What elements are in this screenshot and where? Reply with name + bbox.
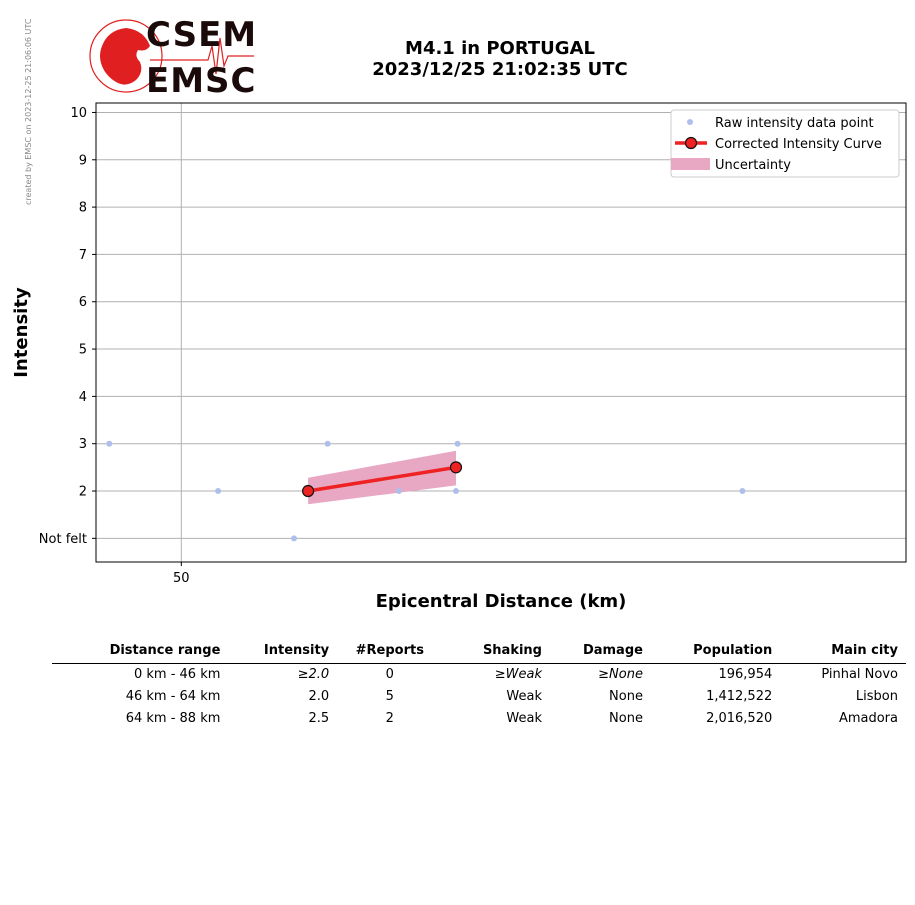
y-tick-label: 8: [79, 201, 87, 216]
legend-raw-marker: [687, 119, 693, 125]
corrected-curve-line: [307, 465, 457, 493]
table-row: 64 km - 88 km 2.5 2 Weak None 2,016,520 …: [52, 708, 906, 730]
chart-title: M4.1 in PORTUGAL 2023/12/25 21:02:35 UTC: [300, 38, 700, 80]
raw-data-point: [324, 440, 331, 447]
intensity-chart: Not felt 2 3 4 5 6 7 8 9 10 50 Epicentral Distance …: [11, 102, 907, 612]
y-axis-label: Intensity: [11, 287, 32, 378]
col-distance-range: Distance range: [52, 640, 229, 664]
cell-intensity: 2.0: [308, 689, 330, 704]
title-line-1: M4.1 in PORTUGAL: [405, 38, 595, 59]
cell-population: 196,954: [718, 667, 773, 682]
table-row: 0 km - 46 km ≥2.0 0 ≥Weak ≥None 196,954 …: [52, 664, 906, 687]
col-reports: #Reports: [337, 640, 451, 664]
cell-damage: None: [609, 689, 643, 704]
emsc-logo: CSEM EMSC: [88, 16, 256, 100]
cell-damage: None: [609, 711, 643, 726]
cell-city: Amadora: [838, 711, 898, 726]
legend-curve-label: Corrected Intensity Curve: [715, 137, 882, 152]
plot-frame: [95, 102, 907, 563]
legend-uncertainty-label: Uncertainty: [715, 158, 791, 173]
intensity-summary-table: Distance range Intensity #Reports Shakin…: [52, 640, 906, 730]
col-population: Population: [650, 640, 781, 664]
cell-reports: 2: [385, 711, 394, 726]
cell-reports: 5: [385, 689, 394, 704]
cell-shaking: Weak: [506, 689, 542, 704]
cell-intensity: ≥2.0: [297, 667, 330, 682]
corrected-curve-point: [449, 461, 463, 474]
raw-data-point: [453, 488, 459, 495]
legend-uncertainty-swatch: [671, 158, 710, 170]
cell-shaking: ≥Weak: [494, 667, 542, 682]
raw-data-point: [291, 535, 297, 542]
cell-range: 0 km - 46 km: [133, 667, 221, 682]
y-tick-label: 7: [79, 248, 87, 263]
cell-range: 64 km - 88 km: [125, 711, 221, 726]
col-intensity: Intensity: [228, 640, 338, 664]
y-tick-label: 2: [79, 485, 87, 500]
cell-reports: 0: [385, 667, 394, 682]
raw-data-point: [395, 488, 402, 495]
cell-range: 46 km - 64 km: [125, 689, 221, 704]
col-main-city: Main city: [780, 640, 906, 664]
logo-graphic: [89, 19, 254, 93]
cell-population: 2,016,520: [706, 711, 773, 726]
cell-shaking: Weak: [506, 711, 542, 726]
col-shaking: Shaking: [450, 640, 550, 664]
legend-box: [670, 109, 900, 178]
y-tick-label: 5: [79, 343, 87, 358]
cell-intensity: 2.5: [308, 711, 330, 726]
y-tick-label: Not felt: [39, 532, 87, 547]
legend-raw-label: Raw intensity data point: [715, 116, 874, 131]
x-axis-label: Epicentral Distance (km): [376, 591, 627, 612]
cell-damage: ≥None: [598, 667, 643, 682]
y-tick-label: 10: [70, 106, 87, 121]
y-tick-label: 4: [79, 390, 87, 405]
cell-city: Lisbon: [855, 689, 898, 704]
raw-data-point: [106, 440, 113, 447]
table-row: 46 km - 64 km 2.0 5 Weak None 1,412,522 …: [52, 686, 906, 708]
table-header-row: Distance range Intensity #Reports Shakin…: [52, 640, 906, 664]
legend-curve-marker: [684, 136, 698, 150]
cell-city: Pinhal Novo: [821, 667, 898, 682]
raw-data-point: [739, 488, 746, 495]
y-tick-label: 9: [79, 153, 87, 168]
y-tick-label: 3: [79, 437, 87, 452]
y-tick-label: 6: [79, 295, 87, 310]
col-damage: Damage: [550, 640, 651, 664]
corrected-curve-point: [301, 484, 315, 498]
logo-top-word: CSEM: [146, 15, 258, 55]
title-line-2: 2023/12/25 21:02:35 UTC: [372, 59, 628, 80]
x-tick-label: 50: [173, 571, 190, 586]
raw-data-point: [454, 440, 461, 447]
cell-population: 1,412,522: [706, 689, 773, 704]
raw-data-point: [215, 488, 222, 495]
logo-bottom-word: EMSC: [146, 61, 257, 101]
